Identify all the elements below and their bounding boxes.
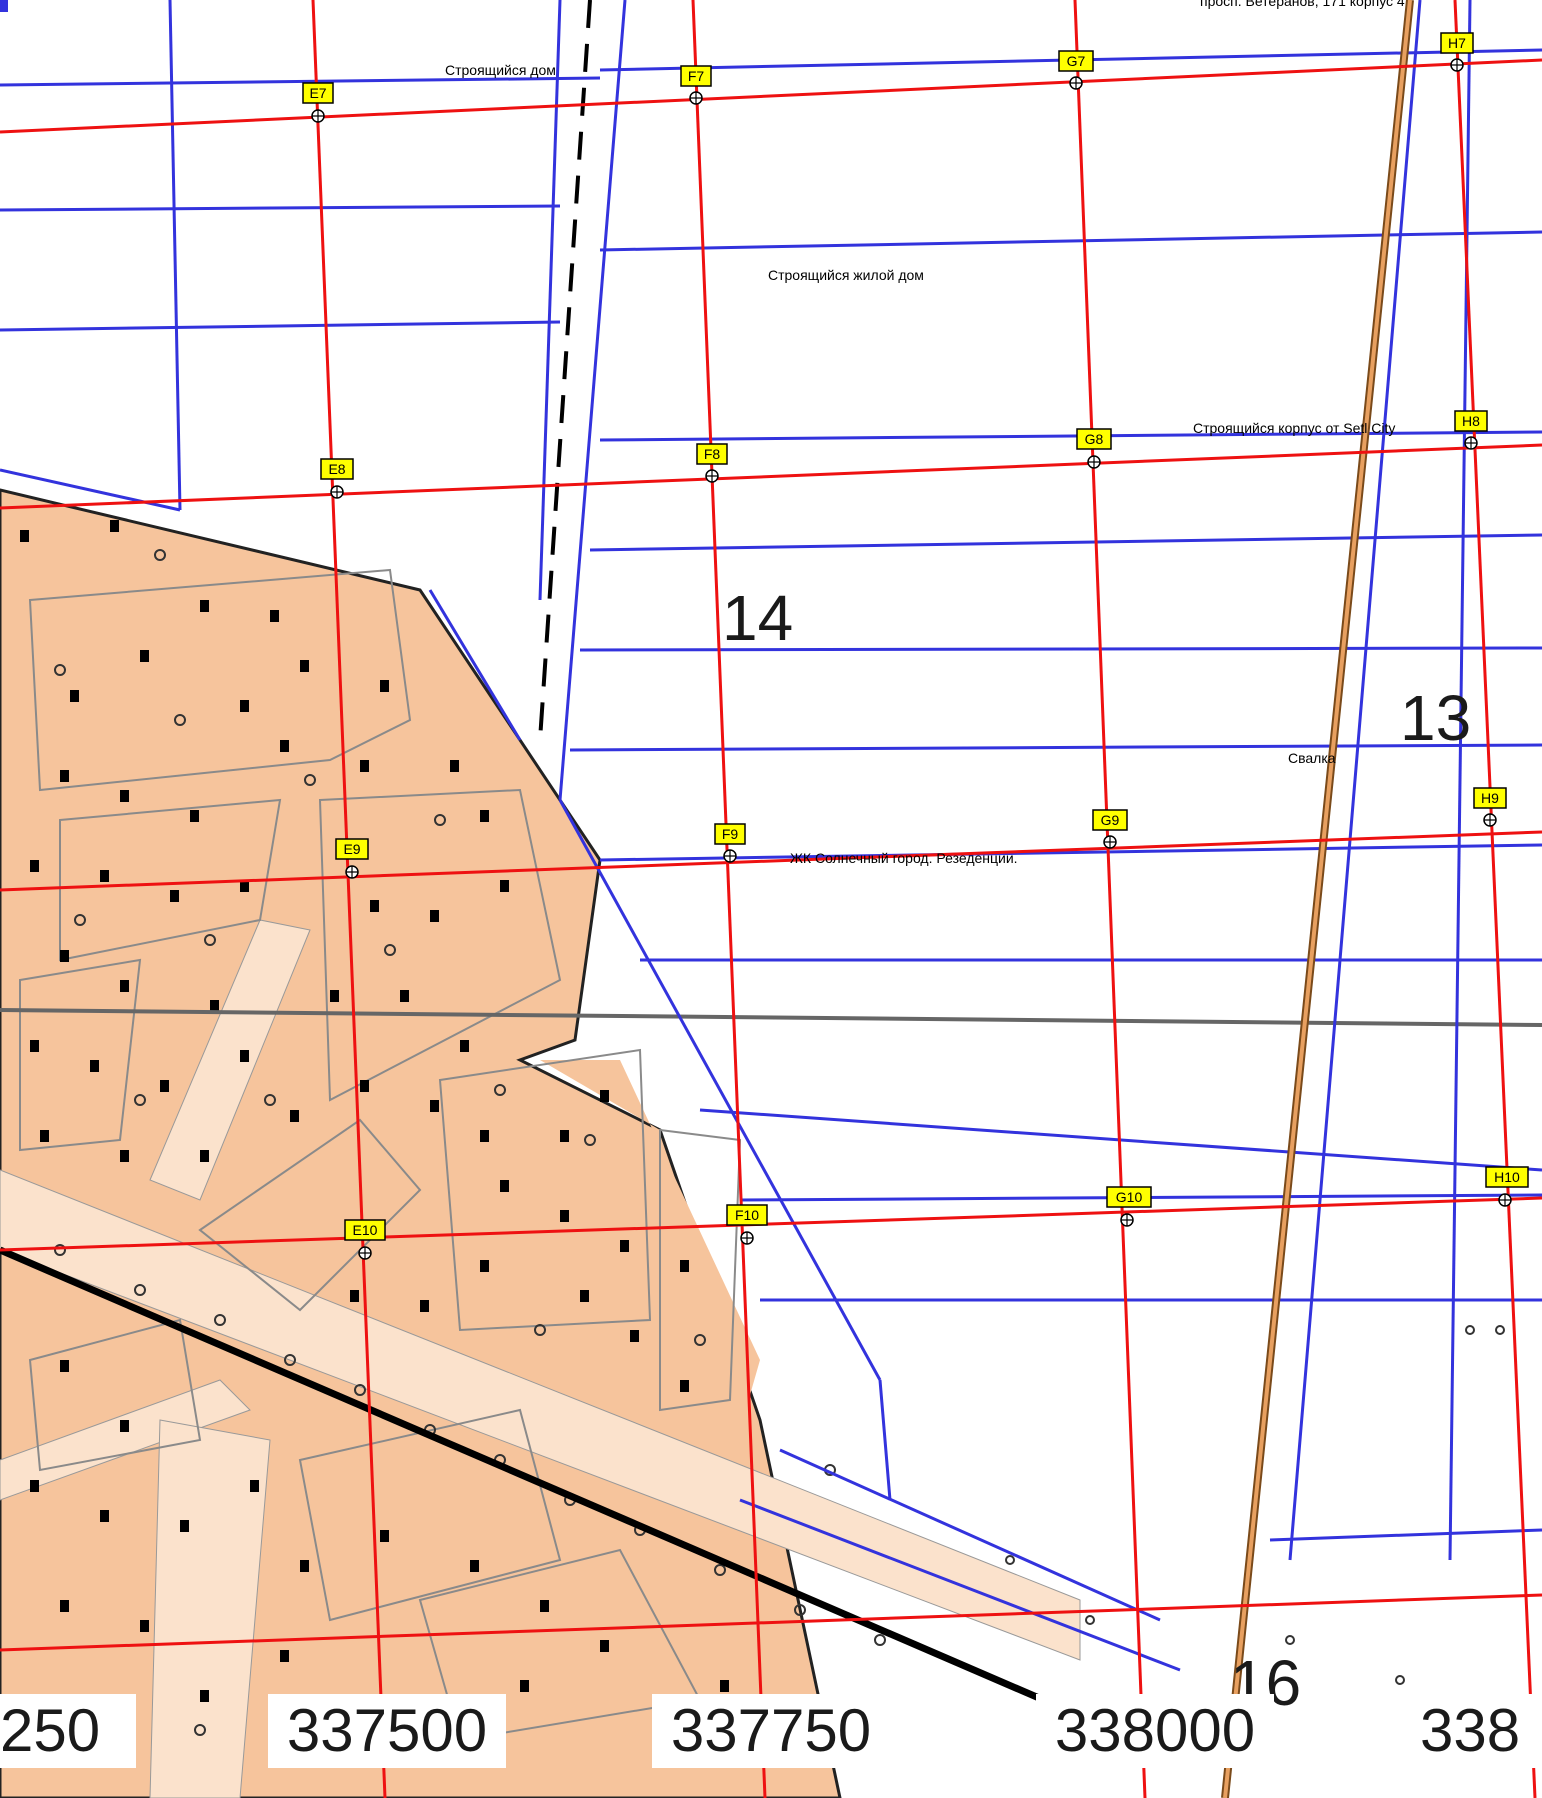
grid-point[interactable]: F10 <box>726 1204 768 1245</box>
label-building-3: Строящийся корпус от Setl City <box>1193 420 1395 436</box>
grid-point[interactable]: F8 <box>696 443 728 483</box>
grid-point[interactable]: G10 <box>1106 1186 1152 1227</box>
grid-point-label: E10 <box>353 1222 378 1238</box>
grid-point-label: E7 <box>309 85 326 101</box>
grid-point[interactable]: G7 <box>1058 50 1094 90</box>
road <box>538 0 592 741</box>
label-landfill: Свалка <box>1288 750 1336 766</box>
settlement-area <box>0 488 1505 1798</box>
grid-point-label: E8 <box>328 461 345 477</box>
grid-point-label: H9 <box>1481 790 1499 806</box>
tile-number: 14 <box>722 582 793 654</box>
railway-line <box>0 1008 1542 1724</box>
grid-point[interactable]: E8 <box>320 458 354 499</box>
coordinate-label: 337750 <box>652 1694 890 1768</box>
grid-point[interactable]: F7 <box>680 65 712 105</box>
grid-point[interactable]: H7 <box>1440 32 1474 72</box>
grid-points[interactable]: E7 F7 G7 H7 E8 <box>302 32 1529 1260</box>
grid-point-label: H8 <box>1462 413 1480 429</box>
tile-number: 13 <box>1400 682 1471 754</box>
grid-point-label: G7 <box>1067 53 1086 69</box>
grid-point-label: F7 <box>688 68 705 84</box>
grid-point-label: F9 <box>722 826 739 842</box>
corner-marker <box>0 0 8 12</box>
coordinate-label: 338000 <box>1036 1694 1274 1768</box>
grid-point[interactable]: E7 <box>302 82 334 123</box>
coordinate-label: 337500 <box>268 1694 506 1768</box>
label-building-1: Строящийся дом <box>445 62 556 78</box>
coordinate-label: 250 <box>0 1694 136 1768</box>
grid-point-label: H7 <box>1448 35 1466 51</box>
pipeline <box>1221 0 1414 1798</box>
grid-point[interactable]: H8 <box>1454 410 1488 450</box>
grid-point-label: F10 <box>735 1207 759 1223</box>
grid-point[interactable]: F9 <box>714 823 746 863</box>
grid-point-label: E9 <box>343 841 360 857</box>
grid-point[interactable]: G8 <box>1076 428 1112 469</box>
grid-point-label: F8 <box>704 446 721 462</box>
label-building-2: Строящийся жилой дом <box>768 267 924 283</box>
label-top-address: просп. Ветеранов, 171 корпус 4 <box>1200 0 1405 9</box>
grid-point[interactable]: E9 <box>335 838 369 879</box>
coordinate-label: 338 <box>1420 1694 1542 1768</box>
grid-point-label: G8 <box>1085 431 1104 447</box>
grid-point[interactable]: G9 <box>1092 809 1128 849</box>
grid-point[interactable]: H9 <box>1473 787 1507 827</box>
grid-point-label: G9 <box>1101 812 1120 828</box>
grid-point-label: H10 <box>1494 1169 1520 1185</box>
label-complex: ЖК Солнечный город. Резеденции. <box>790 850 1018 866</box>
grid-point[interactable]: H10 <box>1485 1166 1529 1207</box>
grid-point[interactable]: E10 <box>344 1219 386 1260</box>
map-labels: просп. Ветеранов, 171 корпус 4 Строящийс… <box>445 0 1471 1719</box>
grid-point-label: G10 <box>1116 1189 1143 1205</box>
